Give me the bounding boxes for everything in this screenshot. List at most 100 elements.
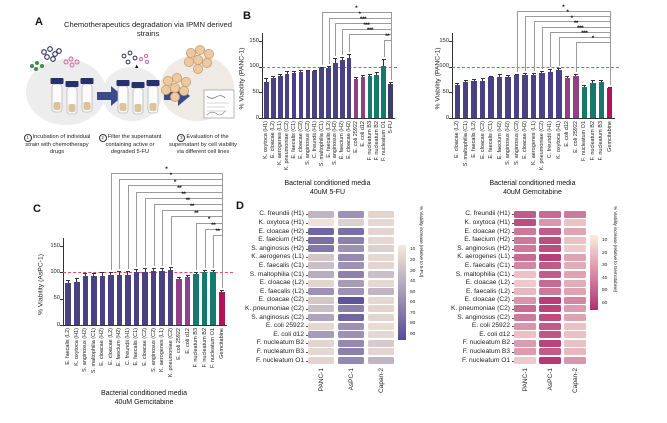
heatmap-cell <box>539 262 561 270</box>
sig-bracket-drop <box>162 210 164 266</box>
bar <box>522 75 528 118</box>
y-tick-label: 100 <box>249 63 259 70</box>
row-tick-mark <box>306 265 308 267</box>
row-tick-mark <box>306 343 308 345</box>
sig-stars: * <box>165 166 168 174</box>
bar <box>590 82 596 118</box>
heatmap-cell <box>539 331 561 339</box>
sig-bracket-drop <box>170 216 172 266</box>
heatmap-cell <box>564 210 586 218</box>
error-bar <box>355 76 357 79</box>
bar <box>513 75 520 118</box>
sig-stars: ** <box>194 209 199 217</box>
heatmap-row-label: S. anginosus (H2) <box>251 244 304 252</box>
bar <box>381 66 386 118</box>
heatmap-cell <box>338 305 364 313</box>
schematic-step-1: 1 Incubation of individual strain with ch… <box>22 134 92 156</box>
sig-stars: * <box>566 9 569 17</box>
heatmap-cell <box>564 245 586 253</box>
error-bar <box>499 74 501 78</box>
error-bar-cap <box>202 270 207 272</box>
error-bar-cap <box>531 73 536 75</box>
heatmap-row-label: E. faecium (H2) <box>258 236 304 244</box>
heatmap-cell <box>539 270 561 279</box>
heatmap-cell <box>368 227 394 236</box>
bar <box>116 275 123 325</box>
bar <box>218 292 225 325</box>
error-bar-cap <box>312 69 317 71</box>
bar <box>99 276 106 325</box>
heatmap-cell <box>338 279 364 287</box>
row-tick-mark <box>512 231 514 233</box>
error-bar <box>187 274 189 278</box>
row-tick-mark <box>512 265 514 267</box>
error-bar <box>178 276 180 279</box>
error-bar-cap <box>333 58 338 60</box>
bar <box>291 72 297 118</box>
y-tick-mark <box>259 92 262 94</box>
heatmap-cell <box>564 356 586 365</box>
sig-bracket-drop <box>119 179 121 269</box>
colorbar-tick-label: 10 <box>410 247 416 253</box>
heatmap-cell <box>564 279 586 287</box>
error-bar <box>161 267 163 271</box>
sig-bracket-drop <box>342 28 344 55</box>
x-tick-label: E. cloacae (L2) <box>454 121 461 158</box>
heatmap-cell <box>539 356 561 365</box>
row-tick-mark <box>512 326 514 328</box>
heatmap-row-label: E. coli 25922 <box>265 322 304 330</box>
heatmap-cell <box>514 270 536 279</box>
sig-bracket-drop <box>541 26 543 69</box>
heatmap-cell <box>338 356 364 365</box>
cell-spheroid-icon <box>160 45 214 103</box>
heatmap-cell <box>539 245 561 253</box>
bar <box>488 77 494 118</box>
row-tick-mark <box>512 360 514 362</box>
y-axis-line <box>452 33 453 118</box>
heatmap-cell <box>514 219 536 227</box>
error-bar <box>341 56 343 60</box>
x-tick-label: E. faecium (H2) <box>116 328 123 367</box>
tube-icon <box>116 80 160 115</box>
heatmap-row-label: C. freundii (H1) <box>259 210 304 218</box>
error-bar-cap <box>607 86 612 88</box>
bar <box>367 75 373 118</box>
x-tick-label: K. pneumoniae (C2) <box>284 121 291 171</box>
x-tick-label: E. cloacae (C2) <box>479 121 486 159</box>
panel-a-label: A <box>35 16 43 28</box>
heatmap-cell <box>338 322 364 330</box>
heatmap-col-label: PANC-1 <box>521 367 529 392</box>
heatmap-cell <box>308 219 334 227</box>
error-bar-cap <box>319 66 324 68</box>
row-tick-mark <box>512 317 514 319</box>
error-bar-cap <box>489 75 494 77</box>
x-tick-label: F. nucleatum B3 <box>598 121 605 161</box>
y-axis-line <box>262 33 263 118</box>
bar <box>201 272 208 325</box>
heatmap-row-label: E. coli d12 <box>479 330 510 338</box>
error-bar <box>575 73 577 76</box>
sig-bracket-line <box>349 34 391 35</box>
heatmap-cell <box>338 227 364 236</box>
bar <box>374 74 380 118</box>
error-bar-cap <box>340 56 345 58</box>
colorbar-tick-label: 60 <box>410 300 416 306</box>
bar <box>573 75 579 118</box>
heatmap-cell <box>514 296 536 304</box>
heatmap-cell <box>514 331 536 339</box>
heatmap-row-label: F. nucleatum B2 <box>462 339 510 347</box>
heatmap-cell <box>564 331 586 339</box>
y-tick-label: 0 <box>255 114 259 121</box>
error-bar <box>76 278 78 283</box>
error-bar <box>204 270 206 273</box>
bar <box>142 271 148 325</box>
bar <box>505 76 511 118</box>
error-bar-cap <box>91 273 96 275</box>
x-tick-label: K. pneumoniae (C2) <box>538 121 545 171</box>
sig-bracket-drop <box>145 197 146 267</box>
step-text: Incubation of individual strain with che… <box>25 134 91 155</box>
heatmap-col-label: Capan-2 <box>571 367 579 393</box>
heatmap-cell <box>308 288 334 296</box>
heatmap-cell <box>514 348 536 356</box>
